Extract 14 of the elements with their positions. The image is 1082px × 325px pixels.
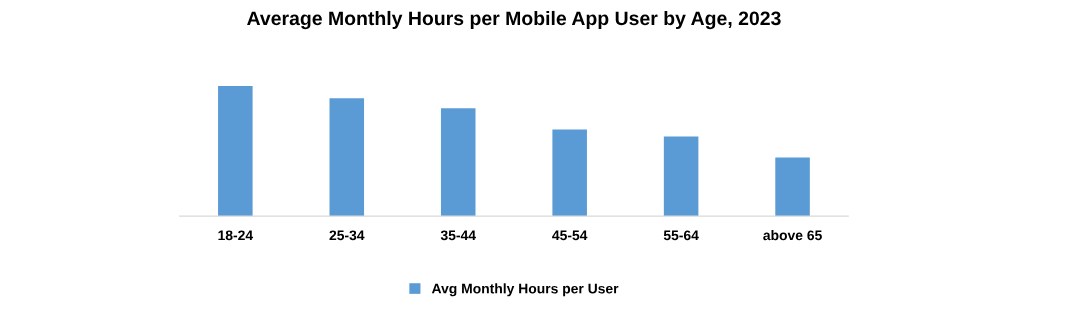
chart-title: Average Monthly Hours per Mobile App User by Age, 2023 [247, 10, 781, 30]
x-tick-label: 18-24 [218, 230, 254, 241]
x-tick-label: 25-34 [329, 230, 365, 241]
x-tick-label: 35-44 [440, 230, 476, 241]
bar [218, 86, 253, 217]
x-tick-label: above 65 [763, 230, 822, 241]
bar [775, 157, 810, 217]
bar [440, 108, 476, 217]
legend-label: Avg Monthly Hours per User [431, 283, 619, 297]
bar [663, 136, 699, 217]
bar [552, 129, 587, 217]
bar [329, 98, 365, 217]
x-tick-label: 45-54 [552, 230, 588, 241]
x-tick-label: 55-64 [663, 230, 699, 241]
